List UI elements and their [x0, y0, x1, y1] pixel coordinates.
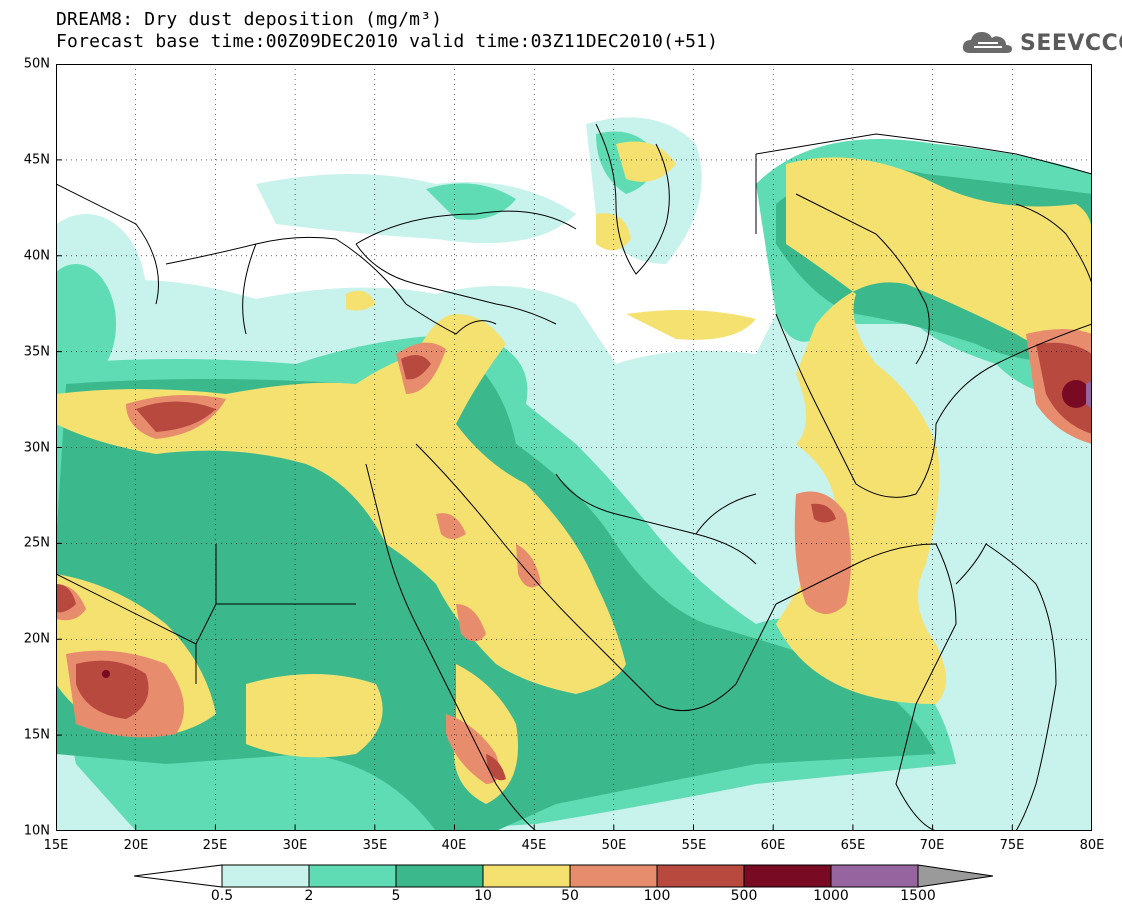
- colorbar-label: 50: [561, 888, 579, 904]
- y-tick-label: 10N: [23, 823, 50, 839]
- x-tick-label: 45E: [521, 838, 547, 853]
- x-tick-label: 25E: [202, 838, 228, 853]
- x-tick-label: 70E: [919, 838, 945, 853]
- x-tick-label: 60E: [760, 838, 786, 853]
- colorbar-segment: [830, 864, 919, 888]
- colorbar-label: 2: [304, 888, 314, 904]
- x-tick-label: 20E: [123, 838, 149, 853]
- colorbar-segment: [743, 864, 832, 888]
- map-frame: [56, 64, 1092, 831]
- y-tick-label: 45N: [23, 152, 50, 168]
- colorbar-segment: [308, 864, 397, 888]
- y-tick-label: 15N: [23, 727, 50, 743]
- chart-subtitle: Forecast base time:00Z09DEC2010 valid ti…: [56, 31, 719, 52]
- coastlines: [56, 123, 1092, 831]
- logo-text: SEEVCCC: [1020, 31, 1122, 56]
- cloud-icon: [962, 32, 1012, 53]
- y-tick-label: 35N: [23, 344, 50, 360]
- x-tick-label: 35E: [362, 838, 388, 853]
- y-tick-label: 30N: [23, 440, 50, 456]
- y-tick-label: 50N: [23, 56, 50, 72]
- colorbar-label: 10: [474, 888, 492, 904]
- colorbar-segment: [656, 864, 745, 888]
- colorbar-below-triangle: [134, 864, 223, 888]
- y-tick-label: 20N: [23, 631, 50, 647]
- x-tick-label: 80E: [1079, 838, 1105, 853]
- colorbar-label: 100: [643, 888, 671, 904]
- colorbar: [134, 864, 994, 888]
- x-tick-label: 30E: [282, 838, 308, 853]
- colorbar-label: 1000: [813, 888, 849, 904]
- x-tick-label: 75E: [999, 838, 1025, 853]
- axis-ticks: [56, 159, 1013, 831]
- colorbar-segment: [395, 864, 484, 888]
- x-tick-label: 15E: [43, 838, 69, 853]
- chart-title: DREAM8: Dry dust deposition (mg/m³): [56, 9, 443, 30]
- layer-500-1000: [102, 380, 1090, 678]
- colorbar-label: 0.5: [210, 888, 234, 904]
- x-tick-label: 65E: [840, 838, 866, 853]
- x-tick-label: 40E: [441, 838, 467, 853]
- x-tick-label: 50E: [601, 838, 627, 853]
- colorbar-segment: [569, 864, 658, 888]
- colorbar-label: 5: [391, 888, 401, 904]
- x-tick-label: 55E: [681, 838, 707, 853]
- colorbar-label: 500: [730, 888, 758, 904]
- colorbar-above-triangle: [917, 864, 994, 888]
- y-tick-label: 25N: [23, 535, 50, 551]
- y-tick-label: 40N: [23, 248, 50, 264]
- colorbar-label: 1500: [900, 888, 936, 904]
- seevccc-logo: SEEVCCC: [962, 27, 1122, 59]
- layer-1000-1500: [1086, 380, 1092, 409]
- colorbar-segment: [221, 864, 310, 888]
- colorbar-segment: [482, 864, 571, 888]
- dust-deposition-map: [56, 64, 1092, 831]
